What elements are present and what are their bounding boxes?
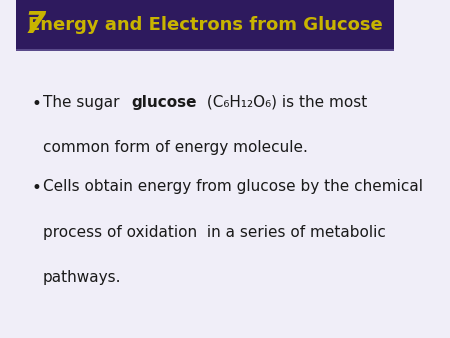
Text: •: • xyxy=(32,179,41,197)
Text: (C₆H₁₂O₆) is the most: (C₆H₁₂O₆) is the most xyxy=(202,95,367,110)
FancyBboxPatch shape xyxy=(17,0,394,49)
Text: The sugar: The sugar xyxy=(43,95,124,110)
Text: glucose: glucose xyxy=(131,95,197,110)
Text: Energy and Electrons from Glucose: Energy and Electrons from Glucose xyxy=(28,16,383,33)
Text: process of oxidation  in a series of metabolic: process of oxidation in a series of meta… xyxy=(43,225,386,240)
Text: Cells obtain energy from glucose by the chemical: Cells obtain energy from glucose by the … xyxy=(43,179,423,194)
FancyBboxPatch shape xyxy=(17,49,394,51)
Text: pathways.: pathways. xyxy=(43,270,122,285)
Text: 7: 7 xyxy=(25,10,46,39)
Text: common form of energy molecule.: common form of energy molecule. xyxy=(43,140,308,155)
Text: •: • xyxy=(32,95,41,113)
